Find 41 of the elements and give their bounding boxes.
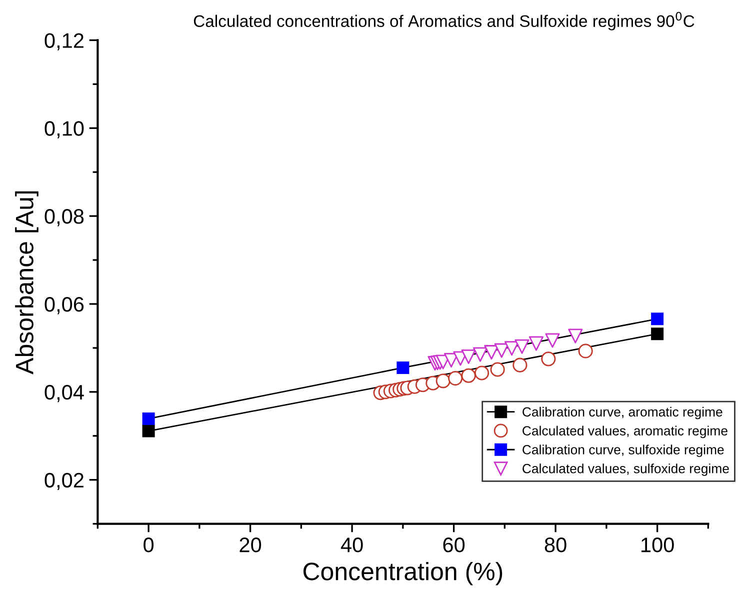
point: [461, 368, 476, 383]
x-tick-label: 60: [443, 538, 465, 552]
point: [461, 349, 476, 364]
chart-title: Calculated concentrations of Aromatics and Sulfoxide regimes 90$^{0}$C: [194, 12, 694, 30]
x-axis-title: Concentration (%): [303, 562, 502, 586]
point: [651, 312, 664, 326]
point: [528, 336, 544, 351]
point: [494, 343, 509, 358]
point: [578, 344, 593, 358]
point: [568, 328, 583, 344]
legend-label: Calculated values, aromatic regime: [522, 426, 728, 438]
x-tick-label: 40: [340, 538, 363, 552]
point: [436, 374, 450, 388]
point: [514, 339, 530, 354]
point: [396, 361, 410, 374]
legend-label: Calibration curve, aromatic regime: [522, 406, 722, 420]
legend-label: Calibration curve, sulfoxide regime: [522, 444, 724, 457]
point: [504, 341, 520, 356]
x-tick-label: 0: [144, 538, 154, 552]
x-tick-label: 100: [642, 538, 674, 552]
x-tick-label: 20: [240, 538, 262, 552]
point: [474, 366, 490, 380]
x-tick-label: 80: [544, 538, 566, 552]
y-tick-label: 0,10: [44, 121, 84, 138]
point: [651, 328, 664, 340]
point: [490, 362, 505, 377]
y-tick-label: 0,02: [44, 472, 84, 490]
point: [512, 358, 528, 372]
point: [484, 345, 499, 360]
y-tick-label: 0,08: [44, 209, 84, 226]
legend-label: Calculated values, sulfoxide regime: [522, 464, 729, 476]
y-tick-label: 0,12: [44, 33, 84, 50]
point: [541, 352, 556, 366]
y-axis-title: Absorbance [Au]: [15, 191, 38, 374]
y-tick-label: 0,06: [44, 296, 84, 314]
y-tick-label: 0,04: [44, 384, 84, 402]
point: [472, 347, 488, 362]
point: [545, 333, 560, 348]
point: [142, 424, 155, 438]
point: [142, 412, 155, 425]
point: [448, 370, 463, 386]
